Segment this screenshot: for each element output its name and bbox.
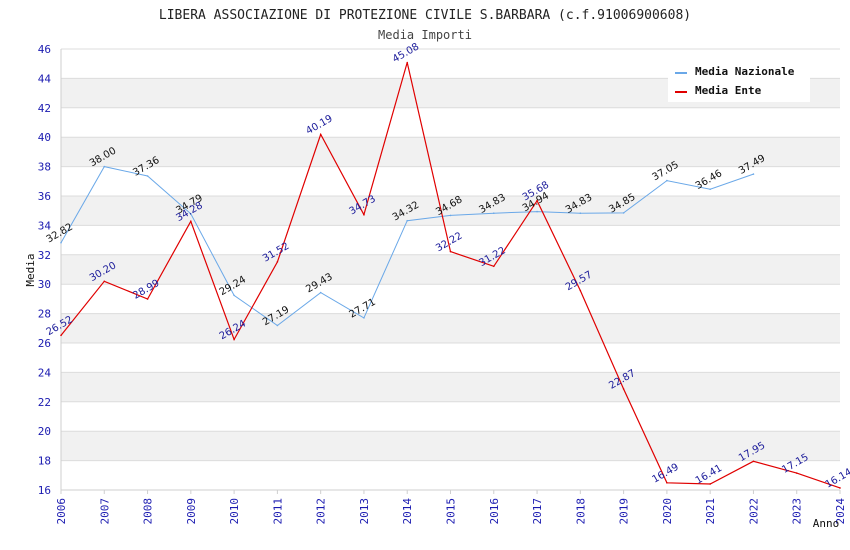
- y-tick-label: 20: [38, 425, 51, 438]
- grid-bands: [61, 78, 840, 461]
- y-tick-label: 38: [38, 161, 51, 174]
- x-axis-ticks: 2006 2007 2008 2009 2010 2011 2012 2013 2014 2015…: [55, 490, 847, 525]
- legend-label-ente: Media Ente: [695, 84, 762, 97]
- x-tick-label: 2021: [704, 498, 717, 525]
- y-axis-label: Media: [24, 253, 37, 286]
- x-tick-label: 2007: [98, 498, 111, 525]
- data-label-media-ente: 16.49: [650, 462, 680, 486]
- point-media-ente: [579, 289, 582, 292]
- x-tick-label: 2008: [142, 498, 155, 525]
- y-tick-label: 28: [38, 308, 51, 321]
- point-media-nazionale: [666, 179, 668, 182]
- point-media-ente: [319, 133, 322, 136]
- point-media-nazionale: [536, 210, 538, 213]
- x-tick-label: 2018: [574, 498, 587, 525]
- point-media-nazionale: [622, 212, 625, 214]
- series-line-media-nazionale: [60, 166, 754, 327]
- point-media-ente: [492, 265, 495, 268]
- grid-band: [61, 137, 840, 167]
- y-tick-label: 44: [38, 72, 52, 85]
- point-media-nazionale: [363, 317, 365, 319]
- y-tick-label: 26: [38, 337, 51, 350]
- x-axis-label: Anno: [813, 517, 840, 530]
- legend: Media Nazionale Media Ente: [668, 62, 810, 102]
- point-media-ente: [276, 261, 279, 263]
- x-tick-label: 2012: [315, 498, 328, 525]
- y-tick-label: 16: [38, 484, 51, 497]
- point-media-ente: [103, 280, 106, 283]
- chart-title: LIBERA ASSOCIAZIONE DI PROTEZIONE CIVILE…: [159, 8, 691, 23]
- x-tick-label: 2006: [55, 498, 68, 525]
- x-tick-label: 2020: [661, 498, 674, 525]
- y-tick-label: 22: [38, 396, 51, 409]
- y-tick-label: 46: [38, 43, 51, 56]
- y-tick-label: 18: [38, 455, 51, 468]
- y-tick-label: 40: [38, 131, 51, 144]
- x-tick-label: 2022: [747, 498, 760, 525]
- x-tick-label: 2013: [358, 498, 371, 525]
- data-label-media-ente: 32.22: [434, 231, 464, 255]
- point-media-ente: [839, 487, 841, 489]
- point-media-ente: [795, 472, 798, 474]
- y-tick-label: 24: [38, 366, 52, 379]
- x-tick-label: 2016: [488, 498, 501, 525]
- point-media-ente: [622, 388, 625, 390]
- point-media-ente: [190, 220, 192, 223]
- grid-band: [61, 254, 840, 285]
- point-media-nazionale: [449, 214, 452, 217]
- point-media-nazionale: [276, 324, 279, 327]
- point-media-ente: [60, 334, 62, 337]
- x-tick-label: 2019: [618, 498, 631, 525]
- data-label-media-ente: 16.41: [694, 463, 724, 487]
- y-tick-label: 32: [38, 249, 51, 262]
- x-tick-label: 2010: [228, 498, 241, 525]
- x-tick-label: 2015: [445, 498, 458, 525]
- data-label-media-ente: 40.19: [304, 113, 334, 137]
- point-media-nazionale: [319, 291, 322, 294]
- y-tick-label: 30: [38, 278, 51, 291]
- point-media-ente: [709, 483, 711, 485]
- point-media-nazionale: [406, 219, 409, 222]
- x-tick-label: 2023: [791, 498, 804, 525]
- grid-band: [61, 431, 840, 461]
- grid-band: [61, 372, 840, 402]
- data-label-media-ente: 45.08: [391, 41, 421, 65]
- x-tick-label: 2014: [401, 498, 414, 525]
- point-media-nazionale: [492, 212, 495, 214]
- point-media-ente: [146, 298, 149, 300]
- point-media-nazionale: [752, 173, 755, 175]
- point-media-nazionale: [579, 212, 582, 214]
- y-tick-label: 42: [38, 102, 51, 115]
- y-tick-label: 36: [38, 190, 51, 203]
- y-axis-ticks: 16 18 20 22 24 26 28 30 32 34 36 38 40 42 44 46: [38, 43, 52, 497]
- series-lines: [60, 61, 841, 489]
- point-media-ente: [406, 61, 409, 64]
- point-media-nazionale: [709, 188, 711, 191]
- point-media-nazionale: [190, 212, 192, 215]
- grid-lines: [61, 48, 840, 491]
- point-media-ente: [449, 250, 452, 253]
- point-media-nazionale: [146, 175, 149, 177]
- point-media-nazionale: [60, 241, 62, 244]
- legend-box: [668, 62, 810, 102]
- point-media-ente: [233, 338, 235, 341]
- data-label-media-nazionale: 36.46: [694, 168, 724, 192]
- x-tick-label: 2024: [834, 498, 847, 525]
- x-tick-label: 2009: [185, 498, 198, 525]
- x-tick-label: 2011: [271, 498, 284, 525]
- point-media-nazionale: [103, 165, 106, 168]
- grid-band: [61, 313, 840, 343]
- point-media-nazionale: [233, 294, 235, 297]
- point-media-ente: [363, 213, 365, 216]
- legend-label-nazionale: Media Nazionale: [695, 65, 795, 78]
- y-tick-label: 34: [38, 219, 52, 232]
- chart-subtitle: Media Importi: [378, 28, 472, 42]
- point-media-ente: [536, 199, 538, 202]
- x-tick-label: 2017: [531, 498, 544, 525]
- point-media-ente: [666, 481, 668, 484]
- point-media-ente: [752, 460, 755, 463]
